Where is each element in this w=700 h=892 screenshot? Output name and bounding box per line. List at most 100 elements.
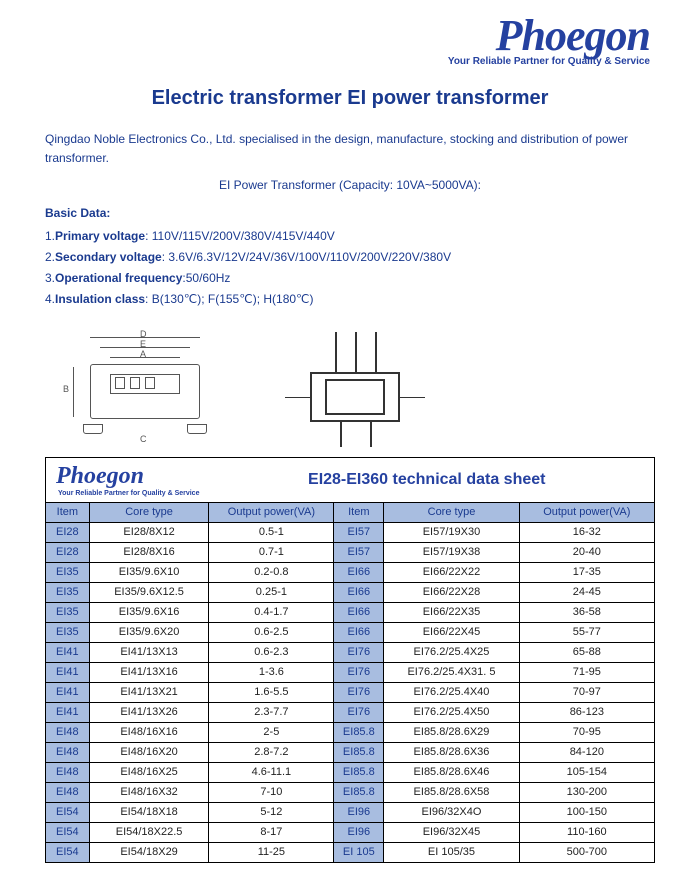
power-cell: 110-160 <box>519 822 654 842</box>
item-cell: EI76 <box>334 662 384 682</box>
table-row: EI28EI28/8X160.7-1EI57EI57/19X3820-40 <box>46 542 655 562</box>
item-cell: EI54 <box>46 842 90 862</box>
power-cell: 8-17 <box>209 822 334 842</box>
core-cell: EI76.2/25.4X31. 5 <box>384 662 519 682</box>
table-row: EI48EI48/16X162-5EI85.8EI85.8/28.6X2970-… <box>46 722 655 742</box>
core-cell: EI48/16X32 <box>89 782 209 802</box>
spec-line: 3.Operational frequency:50/60Hz <box>45 269 655 288</box>
item-cell: EI48 <box>46 782 90 802</box>
item-cell: EI 105 <box>334 842 384 862</box>
item-cell: EI85.8 <box>334 782 384 802</box>
datasheet-title: EI28-EI360 technical data sheet <box>199 471 644 489</box>
datasheet-brand-tagline: Your Reliable Partner for Quality & Serv… <box>58 490 199 497</box>
item-cell: EI85.8 <box>334 762 384 782</box>
core-cell: EI48/16X20 <box>89 742 209 762</box>
core-cell: EI35/9.6X20 <box>89 622 209 642</box>
core-cell: EI 105/35 <box>384 842 519 862</box>
core-cell: EI57/19X30 <box>384 522 519 542</box>
power-cell: 0.2-0.8 <box>209 562 334 582</box>
power-cell: 100-150 <box>519 802 654 822</box>
power-cell: 0.6-2.3 <box>209 642 334 662</box>
capacity-line: EI Power Transformer (Capacity: 10VA~500… <box>45 176 655 195</box>
item-cell: EI76 <box>334 682 384 702</box>
datasheet-header: Phoegon Your Reliable Partner for Qualit… <box>45 457 655 502</box>
power-cell: 1.6-5.5 <box>209 682 334 702</box>
power-cell: 70-97 <box>519 682 654 702</box>
table-row: EI54EI54/18X2911-25EI 105EI 105/35500-70… <box>46 842 655 862</box>
power-cell: 16-32 <box>519 522 654 542</box>
core-cell: EI54/18X29 <box>89 842 209 862</box>
item-cell: EI35 <box>46 582 90 602</box>
core-cell: EI85.8/28.6X36 <box>384 742 519 762</box>
header-logo-area: Phoegon Your Reliable Partner for Qualit… <box>0 0 700 72</box>
item-cell: EI85.8 <box>334 742 384 762</box>
item-cell: EI54 <box>46 822 90 842</box>
content-area: Qingdao Noble Electronics Co., Ltd. spec… <box>0 130 700 310</box>
item-cell: EI28 <box>46 542 90 562</box>
table-column-header: Item <box>334 502 384 522</box>
table-row: EI54EI54/18X185-12EI96EI96/32X4O100-150 <box>46 802 655 822</box>
spec-line: 2.Secondary voltage: 3.6V/6.3V/12V/24V/3… <box>45 248 655 267</box>
brand-tagline: Your Reliable Partner for Quality & Serv… <box>0 56 650 67</box>
table-column-header: Core type <box>384 502 519 522</box>
power-cell: 36-58 <box>519 602 654 622</box>
core-cell: EI66/22X35 <box>384 602 519 622</box>
core-cell: EI85.8/28.6X46 <box>384 762 519 782</box>
core-cell: EI85.8/28.6X29 <box>384 722 519 742</box>
power-cell: 500-700 <box>519 842 654 862</box>
power-cell: 84-120 <box>519 742 654 762</box>
item-cell: EI66 <box>334 602 384 622</box>
power-cell: 105-154 <box>519 762 654 782</box>
core-cell: EI35/9.6X12.5 <box>89 582 209 602</box>
item-cell: EI66 <box>334 622 384 642</box>
intro-text: Qingdao Noble Electronics Co., Ltd. spec… <box>45 130 655 168</box>
power-cell: 24-45 <box>519 582 654 602</box>
table-row: EI54EI54/18X22.58-17EI96EI96/32X45110-16… <box>46 822 655 842</box>
table-row: EI48EI48/16X327-10EI85.8EI85.8/28.6X5813… <box>46 782 655 802</box>
core-cell: EI41/13X21 <box>89 682 209 702</box>
power-cell: 0.25-1 <box>209 582 334 602</box>
power-cell: 130-200 <box>519 782 654 802</box>
power-cell: 1-3.6 <box>209 662 334 682</box>
item-cell: EI35 <box>46 562 90 582</box>
core-cell: EI66/22X28 <box>384 582 519 602</box>
power-cell: 11-25 <box>209 842 334 862</box>
basic-data-label: Basic Data: <box>45 204 655 223</box>
power-cell: 0.4-1.7 <box>209 602 334 622</box>
diagrams-row: D E A B C <box>0 312 700 457</box>
core-cell: EI76.2/25.4X25 <box>384 642 519 662</box>
table-body: EI28EI28/8X120.5-1EI57EI57/19X3016-32EI2… <box>46 522 655 862</box>
item-cell: EI41 <box>46 682 90 702</box>
datasheet-section: Phoegon Your Reliable Partner for Qualit… <box>0 457 700 863</box>
core-cell: EI54/18X22.5 <box>89 822 209 842</box>
power-cell: 0.7-1 <box>209 542 334 562</box>
table-column-header: Output power(VA) <box>519 502 654 522</box>
table-header-row: ItemCore typeOutput power(VA)ItemCore ty… <box>46 502 655 522</box>
table-row: EI35EI35/9.6X12.50.25-1EI66EI66/22X2824-… <box>46 582 655 602</box>
item-cell: EI48 <box>46 722 90 742</box>
power-cell: 17-35 <box>519 562 654 582</box>
power-cell: 0.6-2.5 <box>209 622 334 642</box>
spec-line: 1.Primary voltage: 110V/115V/200V/380V/4… <box>45 227 655 246</box>
core-cell: EI48/16X16 <box>89 722 209 742</box>
item-cell: EI54 <box>46 802 90 822</box>
specs-list: 1.Primary voltage: 110V/115V/200V/380V/4… <box>45 227 655 310</box>
item-cell: EI57 <box>334 522 384 542</box>
table-row: EI41EI41/13X262.3-7.7EI76EI76.2/25.4X508… <box>46 702 655 722</box>
item-cell: EI41 <box>46 702 90 722</box>
core-cell: EI35/9.6X16 <box>89 602 209 622</box>
item-cell: EI41 <box>46 662 90 682</box>
dimension-diagram: D E A B C <box>55 329 235 444</box>
transformer-diagram <box>285 327 425 447</box>
core-cell: EI85.8/28.6X58 <box>384 782 519 802</box>
power-cell: 2.8-7.2 <box>209 742 334 762</box>
item-cell: EI76 <box>334 642 384 662</box>
table-row: EI48EI48/16X202.8-7.2EI85.8EI85.8/28.6X3… <box>46 742 655 762</box>
power-cell: 2-5 <box>209 722 334 742</box>
core-cell: EI41/13X13 <box>89 642 209 662</box>
power-cell: 65-88 <box>519 642 654 662</box>
item-cell: EI35 <box>46 602 90 622</box>
item-cell: EI35 <box>46 622 90 642</box>
core-cell: EI41/13X16 <box>89 662 209 682</box>
core-cell: EI28/8X16 <box>89 542 209 562</box>
